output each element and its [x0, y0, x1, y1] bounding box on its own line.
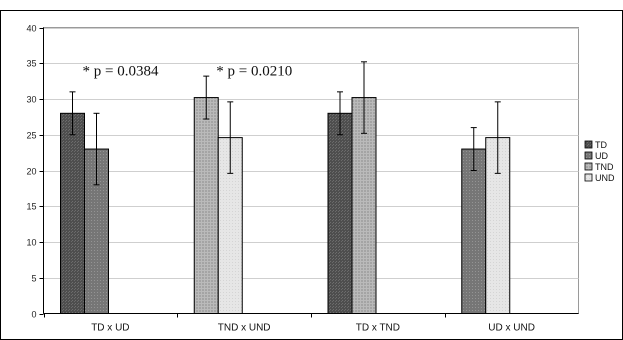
- y-tick-label: 10: [26, 238, 36, 248]
- legend-swatch-td: [584, 140, 593, 149]
- legend-label-tnd: TND: [595, 162, 614, 172]
- x-tick-label: TND x UND: [218, 323, 271, 334]
- y-tick-label: 30: [26, 95, 36, 105]
- y-tick-label: 15: [26, 202, 36, 212]
- y-tick-label: 25: [26, 131, 36, 141]
- y-tick-label: 20: [26, 167, 36, 177]
- bar-ud: [461, 148, 487, 314]
- x-tick-label: TD x TND: [356, 323, 400, 334]
- bar-tnd: [193, 97, 219, 314]
- x-tick-label: UD x UND: [488, 323, 535, 334]
- bar-td: [60, 112, 85, 314]
- labels: TD x UD TND x UND TD x TND UD x UND * p = 0.…: [83, 63, 535, 333]
- legend-label-td: TD: [595, 140, 607, 150]
- y-tick-label: 40: [26, 24, 36, 34]
- bar-td: [327, 112, 353, 314]
- legend-swatch-tnd: [584, 162, 593, 171]
- y-tick-label: 0: [31, 310, 36, 320]
- legend-swatch-und: [584, 173, 593, 182]
- legend-label-ud: UD: [595, 151, 608, 161]
- error-bars: [69, 61, 501, 186]
- p-value-annotation: * p = 0.0384: [83, 63, 159, 79]
- p-value-annotation: * p = 0.0210: [216, 63, 292, 79]
- x-tick-label: TD x UD: [91, 323, 129, 334]
- legend-swatch-ud: [584, 151, 593, 160]
- y-tick-label: 35: [26, 59, 36, 69]
- y-tick-label: 5: [31, 274, 36, 284]
- legend-label-und: UND: [595, 173, 615, 183]
